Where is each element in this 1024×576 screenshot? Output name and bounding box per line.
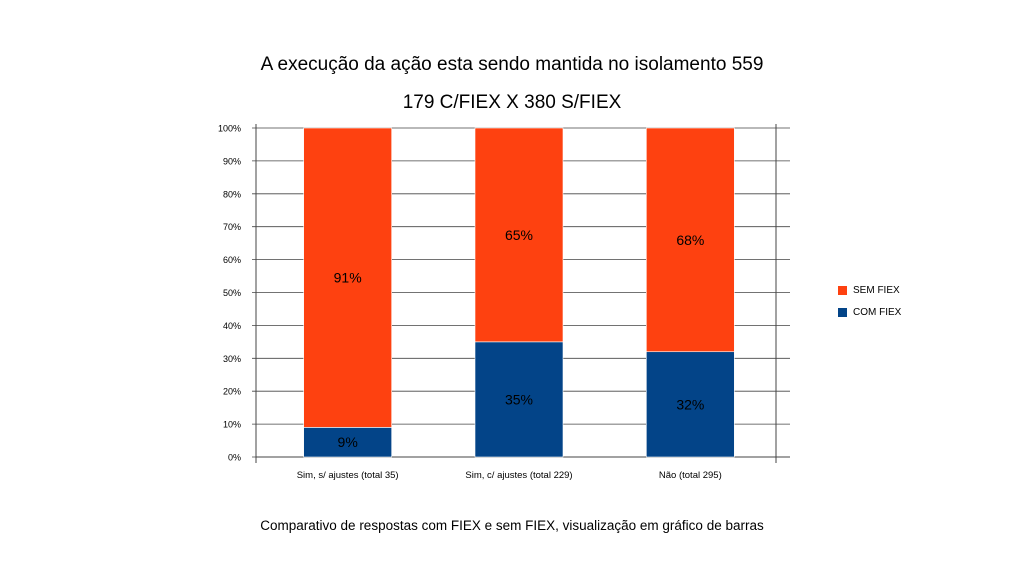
legend-item-com-fiex: COM FIEX [838, 307, 901, 318]
y-tick-label: 80% [223, 189, 241, 199]
bar-segment [303, 127, 392, 428]
legend-label-sem-fiex: SEM FIEX [853, 285, 900, 296]
legend-item-sem-fiex: SEM FIEX [838, 285, 900, 296]
legend-swatch-sem-fiex [838, 286, 847, 295]
y-tick-label: 40% [223, 321, 241, 331]
y-tick-label: 50% [223, 288, 241, 298]
data-label: 35% [505, 391, 533, 407]
data-label: 68% [676, 232, 704, 248]
bar-segment [646, 127, 735, 353]
y-tick-label: 90% [223, 156, 241, 166]
bar-segment [474, 341, 564, 458]
y-tick-label: 60% [223, 255, 241, 265]
y-tick-label: 30% [223, 354, 241, 364]
data-label: 91% [334, 270, 362, 286]
y-tick-label: 20% [223, 387, 241, 397]
legend-label-com-fiex: COM FIEX [853, 307, 902, 318]
chart-caption: Comparativo de respostas com FIEX e sem … [260, 518, 764, 533]
x-tick-label: Sim, s/ ajustes (total 35) [297, 470, 399, 481]
legend-swatch-com-fiex [838, 308, 847, 317]
x-tick-label: Não (total 295) [659, 470, 722, 481]
bar-segment [646, 351, 735, 458]
bar-segment [474, 127, 564, 343]
data-label: 65% [505, 227, 533, 243]
bar-segment [303, 427, 392, 458]
y-tick-label: 100% [218, 124, 241, 134]
y-tick-label: 10% [223, 420, 241, 430]
data-label: 32% [676, 396, 704, 412]
y-tick-label: 70% [223, 222, 241, 232]
y-tick-label: 0% [228, 453, 241, 463]
chart-title: A execução da ação esta sendo mantida no… [260, 54, 764, 75]
chart-subtitle: 179 C/FIEX X 380 S/FIEX [402, 92, 622, 113]
data-label: 9% [338, 434, 358, 450]
x-tick-label: Sim, c/ ajustes (total 229) [465, 470, 572, 481]
